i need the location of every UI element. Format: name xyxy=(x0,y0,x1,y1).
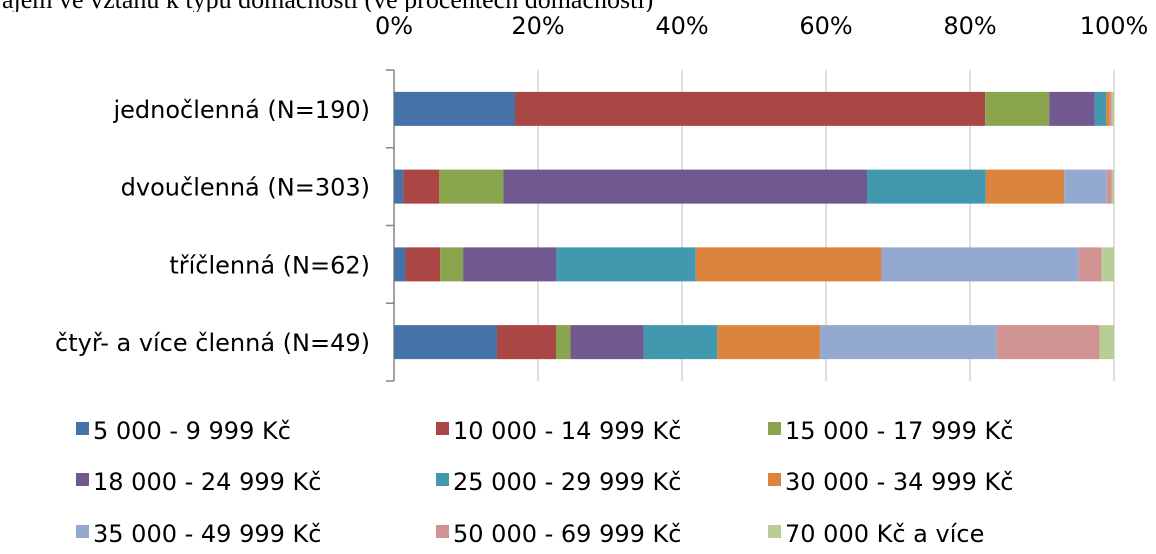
legend-swatch xyxy=(76,525,89,538)
bar-segment xyxy=(985,91,1050,126)
legend-swatch xyxy=(768,525,781,538)
legend-label: 15 000 - 17 999 Kč xyxy=(785,417,1013,445)
bar-segment xyxy=(881,247,1079,282)
legend-swatch xyxy=(436,525,449,538)
legend-label: 5 000 - 9 999 Kč xyxy=(93,417,291,445)
legend-label: 10 000 - 14 999 Kč xyxy=(453,417,681,445)
bar-segment xyxy=(1049,91,1095,126)
bar-segment xyxy=(1109,91,1112,126)
bar-segment xyxy=(1111,91,1114,126)
bar-segment xyxy=(1106,169,1112,204)
bar-segment xyxy=(1106,91,1110,126)
bar-segment xyxy=(463,247,556,282)
legend-swatch xyxy=(76,473,89,486)
bar-segment xyxy=(394,325,497,360)
bar-segment xyxy=(717,325,821,360)
legend-swatch xyxy=(436,422,449,435)
bar-segment xyxy=(643,325,718,360)
category-label: jednočlenná (N=190) xyxy=(112,96,370,124)
legend-label: 25 000 - 29 999 Kč xyxy=(453,468,681,496)
x-tick-label: 60% xyxy=(799,12,852,40)
legend-label: 30 000 - 34 999 Kč xyxy=(785,468,1013,496)
bar-segment xyxy=(394,247,406,282)
x-tick-label: 0% xyxy=(375,12,413,40)
bar-segment xyxy=(394,169,404,204)
bar-segment xyxy=(695,247,882,282)
legend-label: 18 000 - 24 999 Kč xyxy=(93,468,321,496)
legend-swatch xyxy=(76,422,89,435)
legend-label: 35 000 - 49 999 Kč xyxy=(93,520,321,548)
bar-segment xyxy=(503,169,868,204)
x-tick-label: 40% xyxy=(655,12,708,40)
bar-segment xyxy=(556,247,696,282)
chart-title: ajem ve vztahu k typu domácnosti (ve pro… xyxy=(0,0,1156,12)
bar-segment xyxy=(1078,247,1102,282)
x-tick-label: 20% xyxy=(511,12,564,40)
bar-segment xyxy=(514,91,986,126)
legend-swatch xyxy=(436,473,449,486)
legend-label: 50 000 - 69 999 Kč xyxy=(453,520,681,548)
bar-segment xyxy=(1101,247,1114,282)
bar-segment xyxy=(996,325,1100,360)
bar-segment xyxy=(394,91,515,126)
x-tick-label: 80% xyxy=(943,12,996,40)
bar-segment xyxy=(570,325,644,360)
bar-segment xyxy=(556,325,571,360)
bar-segment xyxy=(403,169,440,204)
category-label: dvoučlenná (N=303) xyxy=(121,174,370,202)
legend-swatch xyxy=(768,473,781,486)
legend-label: 70 000 Kč a více xyxy=(785,520,984,548)
bar-segment xyxy=(496,325,556,360)
legend-swatch xyxy=(768,422,781,435)
bar-segment xyxy=(1094,91,1107,126)
bar-segment xyxy=(1099,325,1114,360)
bar-segment xyxy=(1064,169,1107,204)
x-tick-label: 100% xyxy=(1080,12,1149,40)
bar-segment xyxy=(985,169,1065,204)
bar-segment xyxy=(1111,169,1114,204)
category-label: tříčlenná (N=62) xyxy=(169,251,370,279)
bar-segment xyxy=(440,247,464,282)
category-label: čtyř- a více členná (N=49) xyxy=(55,329,370,357)
bar-segment xyxy=(820,325,997,360)
bar-segment xyxy=(405,247,441,282)
bar-segment xyxy=(867,169,986,204)
bar-segment xyxy=(439,169,504,204)
